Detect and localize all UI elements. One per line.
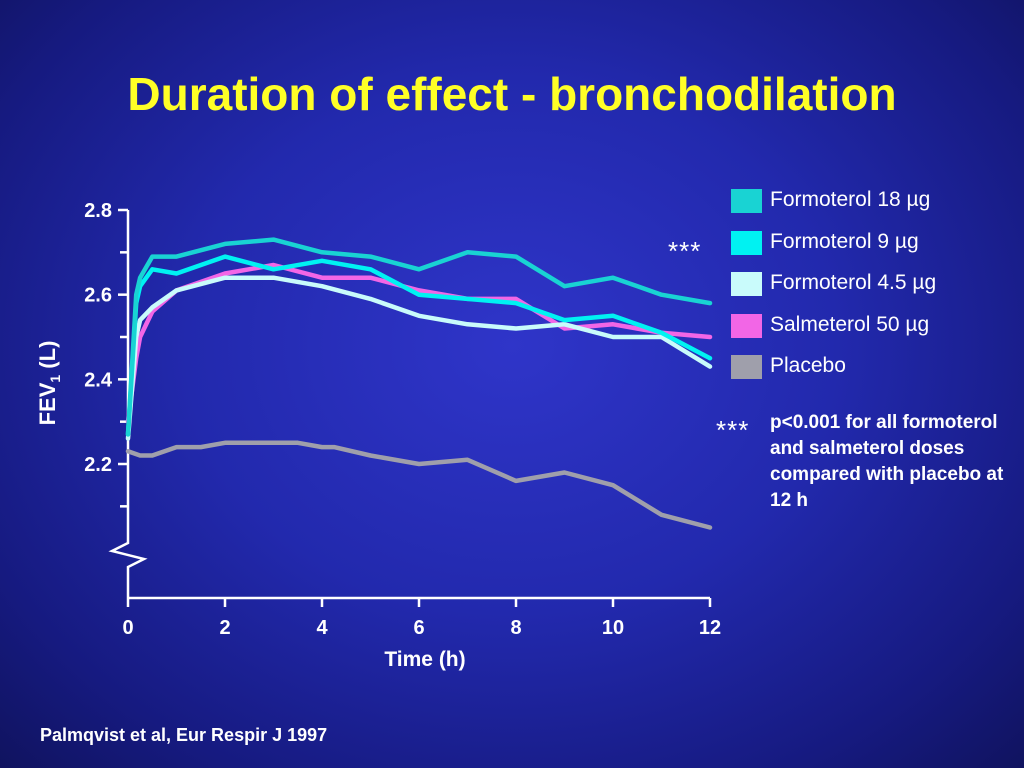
series-line-salmeterol-50-g <box>125 262 713 424</box>
series-line-formoterol-18-g <box>125 237 713 437</box>
significance-stars-footnote: *** <box>716 415 750 445</box>
y-tick-label: 2.8 <box>84 200 112 222</box>
y-axis-label-main: FEV <box>35 382 60 425</box>
legend-swatch-placebo <box>731 355 762 379</box>
y-tick-label: 2.2 <box>84 454 112 476</box>
x-tick-label: 4 <box>316 617 328 639</box>
citation: Palmqvist et al, Eur Respir J 1997 <box>40 725 328 745</box>
series-line-formoterol-4-5-g <box>125 275 713 441</box>
series-line-placebo <box>125 440 713 530</box>
x-tick-label: 6 <box>413 617 424 639</box>
y-axis-break <box>108 537 148 598</box>
chart-area: 2.2 2.4 2.6 2.8 0 2 4 6 8 10 12 Time (h) FEV1 (L) <box>35 200 721 671</box>
y-axis-label-subscript: 1 <box>47 375 63 383</box>
x-tick-label: 12 <box>699 617 721 639</box>
chart-axes <box>108 208 712 607</box>
legend-swatch-formoterol-4-5-g <box>731 272 762 296</box>
legend-label-salmeterol-50-g: Salmeterol 50 µg <box>770 312 930 336</box>
significance-stars-series: *** <box>668 236 702 266</box>
y-tick-label: 2.6 <box>84 285 112 307</box>
x-tick-label: 10 <box>602 617 624 639</box>
x-axis-label: Time (h) <box>384 648 465 671</box>
legend-swatch-formoterol-9-g <box>731 230 762 255</box>
slide-title: Duration of effect - bronchodilation <box>127 68 897 120</box>
legend-swatch-formoterol-18-g <box>731 189 762 213</box>
legend-label-formoterol-4-5-g: Formoterol 4.5 µg <box>770 271 937 294</box>
significance-footnote: p<0.001 for all formoterol and salmetero… <box>770 412 1004 511</box>
y-axis-label-unit: (L) <box>35 341 60 375</box>
x-tick-label: 8 <box>510 617 521 639</box>
y-axis-label: FEV1 (L) <box>35 341 63 426</box>
legend-label-formoterol-18-g: Formoterol 18 µg <box>770 188 931 211</box>
x-tick-label: 2 <box>219 617 230 639</box>
y-tick-label: 2.4 <box>84 369 113 391</box>
series-line-formoterol-9-g <box>125 254 713 437</box>
legend-label-formoterol-9-g: Formoterol 9 µg <box>770 229 919 253</box>
legend-swatch-salmeterol-50-g <box>731 313 762 338</box>
series-lines <box>125 237 713 530</box>
x-tick-label: 0 <box>122 617 133 639</box>
tick-labels: 2.2 2.4 2.6 2.8 0 2 4 6 8 10 12 <box>84 200 721 639</box>
legend-label-placebo: Placebo <box>770 354 846 377</box>
